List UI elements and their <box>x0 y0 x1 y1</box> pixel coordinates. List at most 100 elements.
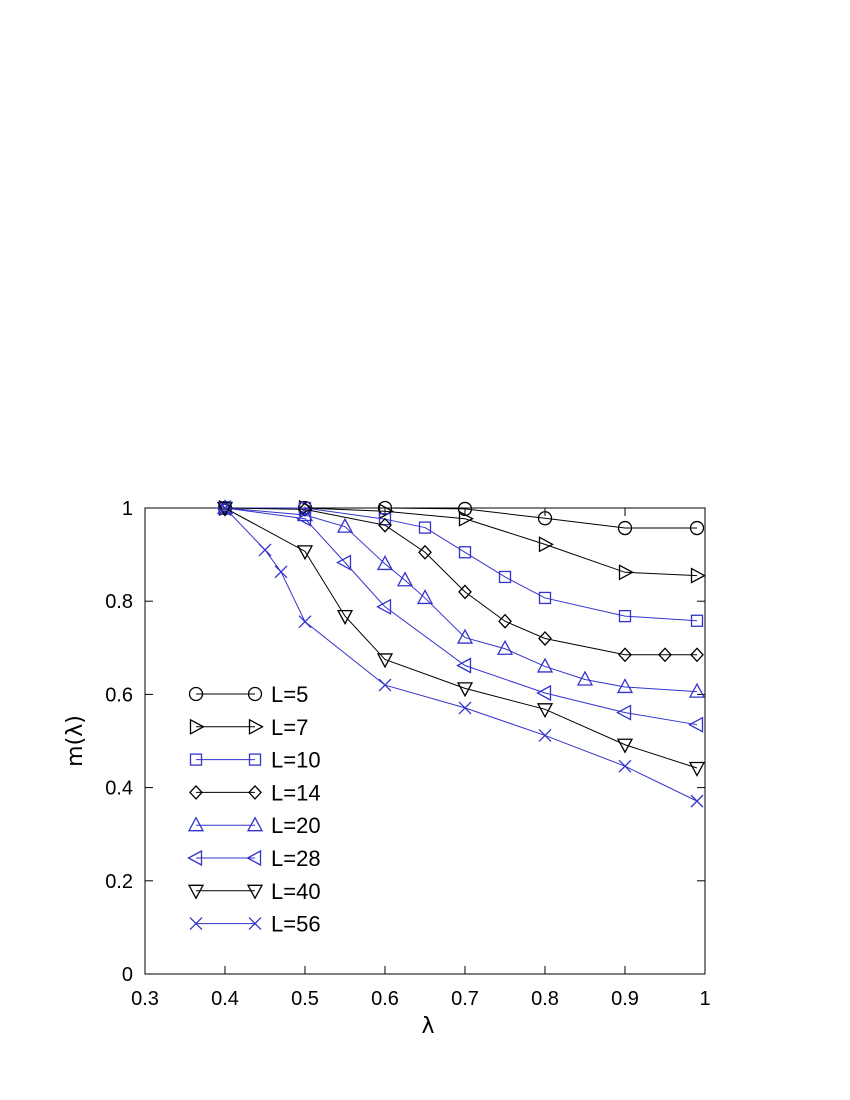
y-tick-label: 1 <box>122 498 133 520</box>
legend-marker <box>246 816 264 832</box>
data-point-l28 <box>616 704 632 721</box>
data-point-l5 <box>537 511 553 526</box>
data-point-l20 <box>616 678 634 694</box>
legend-entry: L=14 <box>189 780 321 805</box>
legend-marker <box>189 784 203 800</box>
data-point-l28 <box>296 510 312 527</box>
data-point-l40 <box>536 703 554 719</box>
legend-marker <box>247 686 263 702</box>
data-point-l7 <box>538 536 554 553</box>
data-point-l28 <box>216 499 232 517</box>
data-point-l10 <box>378 513 392 526</box>
data-point-l56 <box>258 543 272 557</box>
data-point-l5 <box>457 501 473 517</box>
legend-entry: L=20 <box>187 813 321 838</box>
legend-label: L=14 <box>271 780 321 805</box>
data-point-l14 <box>418 544 432 560</box>
data-point-l56 <box>298 615 312 629</box>
data-point-l7 <box>378 503 394 520</box>
legend-label: L=10 <box>271 748 321 773</box>
data-point-l20 <box>416 589 434 605</box>
data-point-l14 <box>658 647 672 663</box>
legend-entry: L=56 <box>189 912 321 937</box>
y-tick-label: 0 <box>122 964 133 986</box>
legend-marker <box>189 917 203 931</box>
data-point-l40 <box>216 501 234 517</box>
legend-marker <box>189 753 203 766</box>
data-point-l28 <box>456 657 472 674</box>
x-tick-label: 1 <box>699 988 710 1010</box>
data-point-l5 <box>377 500 393 516</box>
data-point-l7 <box>458 510 474 527</box>
data-point-l56 <box>690 794 704 808</box>
data-point-l14 <box>458 584 472 600</box>
series-line-l28 <box>224 507 698 726</box>
legend: L=5 L=7 L=10 L=14 L=20 L=28 L=40 L=56 <box>187 682 321 937</box>
series-l28 <box>216 499 704 733</box>
series-l10 <box>218 501 704 627</box>
data-point-l10 <box>618 609 632 623</box>
legend-entry: L=7 <box>189 715 308 740</box>
legend-marker <box>187 816 205 832</box>
legend-entry: L=5 <box>188 682 308 707</box>
data-point-l14 <box>618 647 632 663</box>
legend-entry: L=10 <box>189 748 321 773</box>
data-point-l14 <box>298 501 312 517</box>
x-tick-label: 0.7 <box>451 988 479 1010</box>
data-point-l14 <box>538 631 552 646</box>
legend-marker <box>246 849 262 867</box>
data-point-l56 <box>378 678 392 692</box>
legend-marker <box>189 718 205 735</box>
legend-label: L=40 <box>271 879 321 904</box>
y-tick-label: 0.2 <box>105 871 133 893</box>
data-point-l7 <box>618 564 634 581</box>
series-l7 <box>218 499 706 584</box>
legend-label: L=56 <box>271 912 321 937</box>
legend-marker <box>187 849 203 867</box>
legend-label: L=5 <box>271 682 308 707</box>
series-line-l10 <box>225 507 698 622</box>
data-point-l40 <box>376 653 394 669</box>
data-point-l40 <box>688 761 706 777</box>
x-tick-label: 0.9 <box>611 988 639 1010</box>
data-point-l20 <box>496 639 514 655</box>
data-point-l40 <box>616 738 634 754</box>
series-l40 <box>216 501 706 777</box>
x-tick-label: 0.8 <box>531 988 559 1010</box>
data-point-l28 <box>688 716 704 733</box>
data-point-l40 <box>456 682 474 698</box>
legend-marker <box>248 753 262 766</box>
data-point-l28 <box>536 684 552 702</box>
data-point-l14 <box>690 647 704 663</box>
data-point-l7 <box>690 567 706 584</box>
axis-tick-labels: 0.3 0.4 0.5 0.6 0.7 0.8 0.9 1 0 0.2 0.4 0.6 0.8 1 <box>105 498 710 1010</box>
data-point-l28 <box>336 554 352 571</box>
data-point-l40 <box>296 545 314 561</box>
series-line-l20 <box>224 507 698 693</box>
data-point-l10 <box>498 570 512 584</box>
legend-entry: L=28 <box>187 846 321 871</box>
legend-marker <box>248 917 262 931</box>
data-point-l20 <box>216 499 234 515</box>
series-l20 <box>216 499 706 698</box>
series-group <box>216 499 706 808</box>
series-l14 <box>218 500 704 663</box>
data-point-l10 <box>418 521 432 534</box>
series-line-l40 <box>224 507 698 769</box>
data-point-l56 <box>538 728 552 742</box>
data-point-l20 <box>296 506 314 522</box>
data-point-l40 <box>336 609 354 625</box>
data-point-l56 <box>458 701 472 715</box>
legend-label: L=7 <box>271 715 308 740</box>
data-point-l20 <box>396 571 414 587</box>
data-point-l5 <box>689 520 705 536</box>
y-tick-label: 0.4 <box>105 778 133 800</box>
legend-marker <box>246 884 264 900</box>
legend-label: L=28 <box>271 846 321 871</box>
data-point-l20 <box>336 517 354 533</box>
data-point-l56 <box>218 501 232 515</box>
data-point-l56 <box>618 759 632 773</box>
legend-entry: L=40 <box>187 879 321 904</box>
data-point-l5 <box>617 520 633 536</box>
